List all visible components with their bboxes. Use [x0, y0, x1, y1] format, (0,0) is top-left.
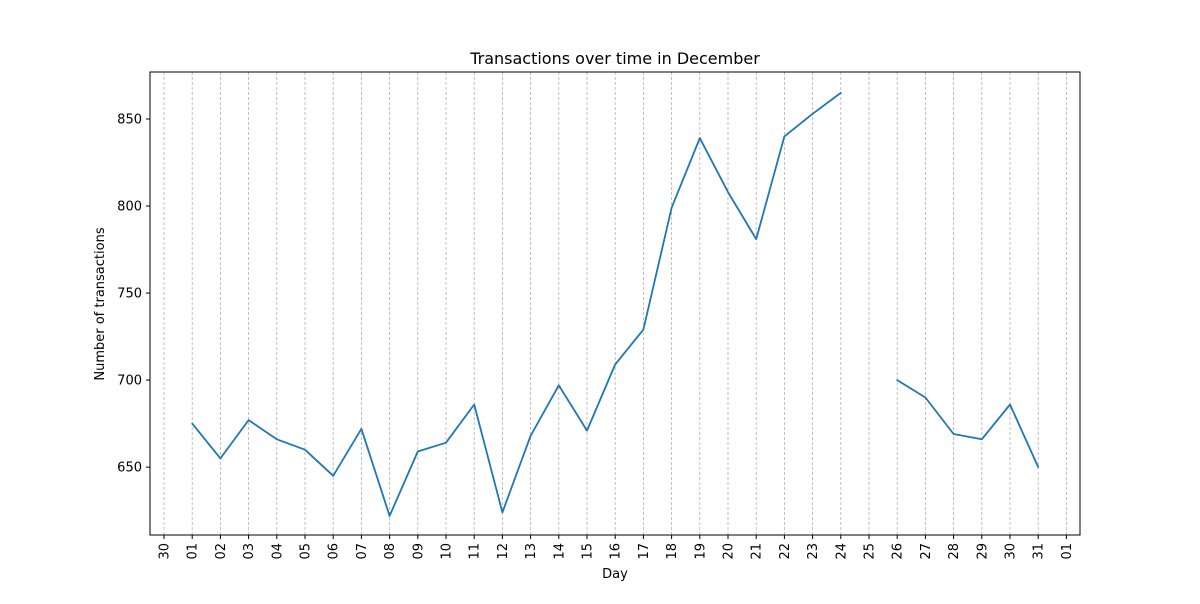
y-tick-label: 700 — [117, 374, 142, 389]
x-axis-label: Day — [602, 567, 628, 582]
x-tick-label: 30 — [158, 543, 173, 560]
x-tick-label: 10 — [440, 543, 455, 560]
x-tick-label: 13 — [524, 543, 539, 560]
x-tick-label: 29 — [975, 543, 990, 560]
x-tick-label: 07 — [355, 543, 370, 560]
y-tick-label: 850 — [117, 112, 142, 127]
x-tick-label: 21 — [750, 543, 765, 560]
x-tick-label: 12 — [496, 543, 511, 560]
y-tick-label: 750 — [117, 287, 142, 302]
x-tick-label: 18 — [665, 543, 680, 560]
x-tick-label: 27 — [919, 543, 934, 560]
x-tick-label: 16 — [609, 543, 624, 560]
x-tick-label: 30 — [1004, 543, 1019, 560]
x-tick-label: 05 — [299, 543, 314, 560]
x-tick-label: 17 — [637, 543, 652, 560]
x-tick-label: 20 — [722, 543, 737, 560]
x-tick-label: 01 — [186, 543, 201, 560]
x-tick-label: 08 — [383, 543, 398, 560]
x-tick-label: 24 — [834, 543, 849, 560]
x-tick-label: 31 — [1032, 543, 1047, 560]
x-tick-label: 02 — [214, 543, 229, 560]
x-tick-label: 09 — [411, 543, 426, 560]
x-tick-label: 15 — [581, 543, 596, 560]
y-axis-label: Number of transactions — [93, 227, 108, 380]
x-tick-label: 26 — [891, 543, 906, 560]
y-tick-label: 650 — [117, 461, 142, 476]
x-tick-label: 06 — [327, 543, 342, 560]
x-tick-label: 01 — [1060, 543, 1075, 560]
x-tick-label: 23 — [806, 543, 821, 560]
x-tick-label: 28 — [947, 543, 962, 560]
chart-title: Transactions over time in December — [469, 49, 760, 68]
y-tick-label: 800 — [117, 200, 142, 215]
x-tick-label: 11 — [468, 543, 483, 560]
x-tick-label: 03 — [242, 543, 257, 560]
x-tick-label: 04 — [270, 543, 285, 560]
x-tick-label: 14 — [552, 543, 567, 560]
x-tick-label: 25 — [863, 543, 878, 560]
x-tick-label: 22 — [778, 543, 793, 560]
x-tick-label: 19 — [693, 543, 708, 560]
